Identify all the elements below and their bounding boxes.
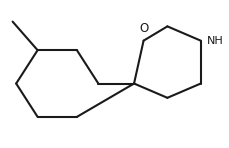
Text: NH: NH [206,36,222,46]
Text: O: O [138,22,147,35]
